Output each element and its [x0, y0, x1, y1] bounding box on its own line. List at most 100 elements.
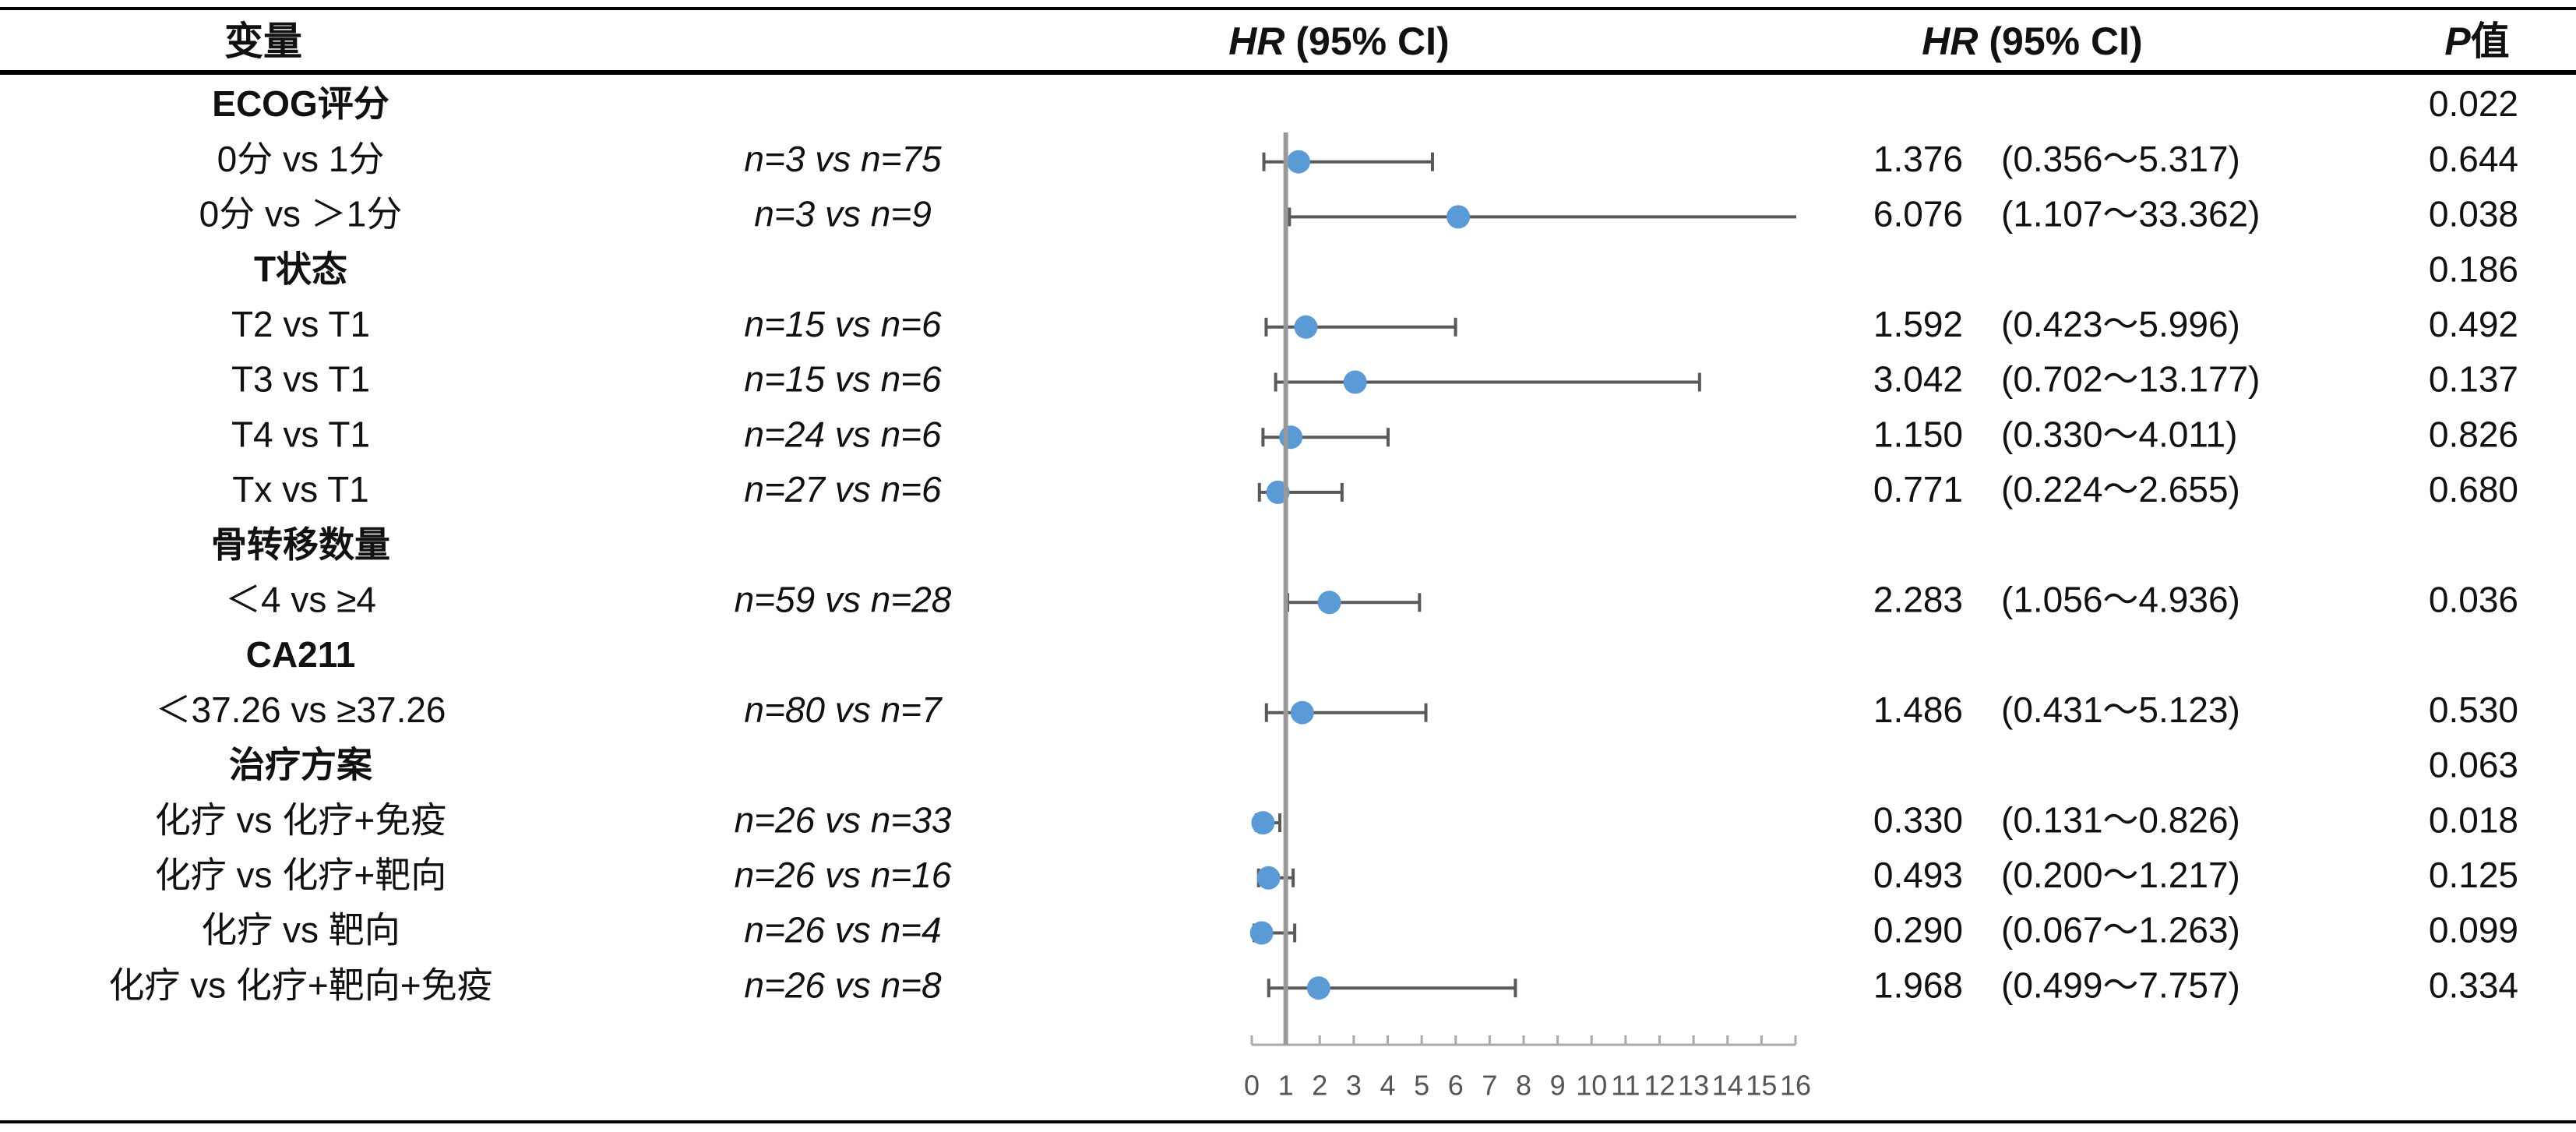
hr-value: 0.290	[1873, 910, 1963, 950]
group-label: T状态	[254, 249, 347, 289]
row-label: T4 vs T1	[231, 414, 370, 454]
x-tick-label: 1	[1278, 1070, 1294, 1102]
row-n: n=27 vs n=6	[744, 469, 942, 510]
header-p-letter: P	[2444, 19, 2471, 63]
p-value: 0.036	[2429, 579, 2518, 619]
row-n: n=80 vs n=7	[744, 689, 943, 730]
x-tick-label: 16	[1780, 1070, 1811, 1102]
ci-value: (0.499～7.757)	[2001, 964, 2240, 1005]
hr-value: 1.376	[1873, 139, 1963, 179]
header-ci: (95% CI)	[1979, 19, 2143, 63]
x-tick-label: 6	[1448, 1070, 1464, 1102]
header-ci: (95% CI)	[1285, 19, 1450, 63]
row-label: ＜37.26 vs ≥37.26	[155, 689, 446, 730]
p-value: 0.018	[2429, 799, 2518, 840]
row-label: ＜4 vs ≥4	[225, 579, 376, 619]
ci-value: (0.431～5.123)	[2001, 689, 2240, 730]
ci-value: (0.067～1.263)	[2001, 910, 2240, 950]
p-value: 0.334	[2429, 964, 2518, 1005]
hr-point	[1294, 315, 1318, 339]
hr-point	[1249, 921, 1274, 945]
p-value: 0.125	[2429, 855, 2518, 895]
row-label: 化疗 vs 靶向	[201, 910, 400, 950]
hr-value: 1.486	[1873, 689, 1963, 730]
header-hr: HR	[1228, 19, 1284, 63]
hr-value: 1.592	[1873, 304, 1963, 344]
ci-value: (0.356～5.317)	[2001, 139, 2240, 179]
row-n: n=24 vs n=6	[744, 414, 942, 454]
ci-value: (0.224～2.655)	[2001, 469, 2240, 510]
hr-value: 2.283	[1873, 579, 1963, 619]
plot-area	[1249, 150, 1796, 1000]
row-n: n=15 vs n=6	[744, 304, 942, 344]
hr-value: 1.968	[1873, 964, 1963, 1005]
hr-point	[1447, 205, 1471, 229]
p-value: 0.038	[2429, 194, 2518, 235]
row-n: n=26 vs n=16	[735, 855, 952, 895]
group-p: 0.186	[2429, 249, 2518, 289]
group-label: ECOG评分	[212, 83, 389, 124]
x-tick-label: 15	[1746, 1070, 1777, 1102]
row-label: 化疗 vs 化疗+靶向	[155, 855, 446, 895]
x-tick-label: 0	[1244, 1070, 1260, 1102]
x-tick-label: 3	[1346, 1070, 1362, 1102]
group-label: 骨转移数量	[211, 524, 390, 565]
hr-point	[1317, 591, 1341, 615]
hr-value: 0.493	[1873, 855, 1963, 895]
ci-value: (0.330～4.011)	[2001, 414, 2237, 454]
group-p: 0.022	[2429, 83, 2518, 124]
row-n: n=3 vs n=75	[744, 139, 942, 179]
row-label: T2 vs T1	[231, 304, 370, 344]
hr-point	[1256, 866, 1281, 890]
hr-value: 6.076	[1873, 194, 1963, 235]
hr-point	[1306, 976, 1330, 1000]
hr-point	[1290, 700, 1314, 725]
row-label: 0分 vs ＞1分	[199, 194, 403, 235]
x-tick-label: 11	[1611, 1070, 1640, 1102]
row-label: 化疗 vs 化疗+免疫	[155, 799, 446, 840]
hr-value: 3.042	[1873, 359, 1963, 400]
row-n: n=26 vs n=8	[744, 964, 942, 1005]
hr-value: 0.771	[1873, 469, 1963, 510]
ci-value: (0.702～13.177)	[2001, 359, 2260, 400]
header-p: P值	[2444, 19, 2509, 63]
x-tick-label: 8	[1516, 1070, 1531, 1102]
x-tick-label: 12	[1644, 1070, 1675, 1102]
ci-value: (0.131～0.826)	[2001, 799, 2240, 840]
row-n: n=15 vs n=6	[744, 359, 942, 400]
row-label: T3 vs T1	[231, 359, 370, 400]
group-label: 治疗方案	[229, 745, 373, 785]
header-variable: 变量	[224, 19, 302, 63]
hr-point	[1287, 150, 1311, 174]
group-label: CA211	[246, 634, 356, 675]
p-value: 0.826	[2429, 414, 2518, 454]
x-tick-label: 4	[1380, 1070, 1395, 1102]
header-p-rest: 值	[2471, 19, 2510, 63]
ci-value: (0.423～5.996)	[2001, 304, 2240, 344]
row-n: n=59 vs n=28	[735, 579, 952, 619]
x-tick-label: 10	[1576, 1070, 1607, 1102]
p-value: 0.099	[2429, 910, 2518, 950]
hr-value: 1.150	[1873, 414, 1963, 454]
row-n: n=3 vs n=9	[754, 194, 932, 235]
x-tick-label: 13	[1678, 1070, 1709, 1102]
x-tick-label: 5	[1414, 1070, 1429, 1102]
x-tick-label: 14	[1712, 1070, 1743, 1102]
hr-point	[1251, 811, 1275, 835]
row-label: 0分 vs 1分	[217, 139, 385, 179]
ci-value: (1.107～33.362)	[2001, 194, 2260, 235]
p-value: 0.137	[2429, 359, 2518, 400]
ci-value: (0.200～1.217)	[2001, 855, 2240, 895]
hr-point	[1343, 370, 1367, 394]
x-tick-label: 2	[1312, 1070, 1327, 1102]
x-tick-label: 9	[1550, 1070, 1566, 1102]
row-label: 化疗 vs 化疗+靶向+免疫	[108, 964, 492, 1005]
header-table: HR (95% CI)	[1922, 19, 2142, 63]
x-tick-label: 7	[1482, 1070, 1497, 1102]
header-plot: HR (95% CI)	[1228, 19, 1449, 63]
ci-value: (1.056～4.936)	[2001, 579, 2240, 619]
p-value: 0.530	[2429, 689, 2518, 730]
row-n: n=26 vs n=4	[744, 910, 941, 950]
header-hr: HR	[1922, 19, 1978, 63]
